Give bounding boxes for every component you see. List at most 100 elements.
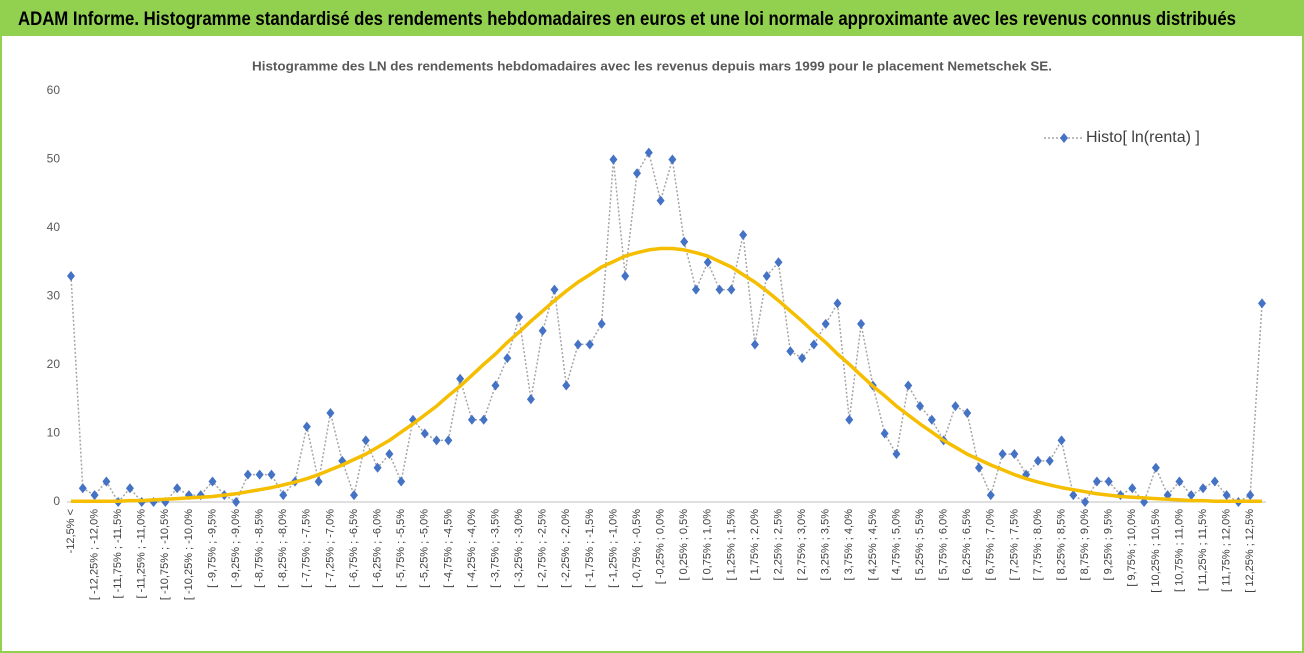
marker [208,476,217,487]
marker [1222,490,1231,501]
marker [786,346,795,357]
y-tick-label: 60 [47,83,61,97]
x-tick-label: [ -9,25% ; -9,0% [230,509,242,588]
marker [526,394,535,405]
x-tick-label: [ -9,75% ; -9,5% [206,509,218,588]
marker [562,380,571,391]
x-tick-label: [ 10,75% ; 11,0% [1173,509,1185,592]
y-tick-label: 20 [47,357,61,371]
marker [857,318,866,329]
x-tick-label: [ 7,25% ; 7,5% [1008,509,1020,581]
marker [633,168,642,179]
marker [762,270,771,281]
x-tick-label: [ -12,25% ; -12,0% [88,509,100,600]
marker [998,449,1007,460]
marker [1092,476,1101,487]
marker [279,490,288,501]
marker [668,154,677,165]
marker [361,435,370,446]
y-tick-label: 30 [47,289,61,303]
y-tick-label: 50 [47,152,61,166]
marker [1258,298,1266,309]
x-tick-label: [ 4,25% ; 4,5% [867,509,879,581]
marker [173,483,182,494]
x-tick-label: [ -2,25% ; -2,0% [560,509,572,588]
marker [255,469,264,480]
marker [326,407,335,418]
x-tick-label: [ 4,75% ; 5,0% [890,509,902,581]
marker [1246,490,1255,501]
x-tick-label: [ -0,75% ; -0,5% [631,509,643,588]
marker [916,401,925,412]
x-tick-label: [ 3,25% ; 3,5% [820,509,832,581]
x-tick-label: [ 7,75% ; 8,0% [1032,509,1044,581]
x-tick-label: [ -11,75% ; -11,5% [112,509,124,599]
legend-label: Histo[ ln(renta) ] [1086,129,1200,146]
marker [550,284,559,295]
marker [574,339,583,350]
marker [491,380,500,391]
marker [432,435,441,446]
marker [656,195,665,206]
marker [444,435,453,446]
marker [232,497,241,507]
marker [243,469,252,480]
marker [1033,455,1042,466]
x-tick-label: [ 1,75% ; 2,0% [749,509,761,581]
marker [1057,435,1066,446]
y-tick-label: 0 [53,494,60,508]
marker [951,401,960,412]
x-tick-label: [ 9,75% ; 10,0% [1126,509,1138,587]
marker [1199,483,1208,494]
x-tick-label: [ 3,75% ; 4,0% [843,509,855,581]
marker [1081,497,1090,507]
x-tick-label: [ -8,75% ; -8,5% [254,509,266,588]
y-tick-label: 10 [47,426,61,440]
x-tick-label: [ -3,25% ; -3,0% [513,509,525,588]
x-tick-label: [ 2,75% ; 3,0% [796,509,808,581]
y-tick-label: 40 [47,220,61,234]
marker [644,147,653,158]
x-tick-label: [ -5,75% ; -5,5% [395,509,407,588]
x-tick-label: [ -7,25% ; -7,0% [324,509,336,588]
marker [503,353,512,364]
x-tick-label: [ 6,75% ; 7,0% [985,509,997,581]
x-tick-label: [ 9,25% ; 9,5% [1103,509,1115,581]
x-tick-label: [ 1,25% ; 1,5% [725,509,737,581]
x-tick-label: [ -1,25% ; -1,0% [607,509,619,588]
marker [420,428,429,439]
marker [703,257,712,268]
x-tick-label: [ -5,25% ; -5,0% [419,509,431,588]
x-tick-label: [ 10,25% ; 10,5% [1150,509,1162,593]
marker [845,414,854,425]
marker [314,476,323,487]
marker [774,257,783,268]
x-tick-label: [ 0,75% ; 1,0% [702,509,714,581]
marker [798,353,807,364]
x-tick-label: [ -4,25% ; -4,0% [466,509,478,588]
marker [809,339,818,350]
marker [67,270,75,281]
marker [302,421,311,432]
marker [1045,455,1054,466]
x-tick-label: [ -4,75% ; -4,5% [442,509,454,588]
marker [892,449,901,460]
marker [585,339,594,350]
marker [1175,476,1184,487]
x-tick-label: [ 11,25% ; 11,5% [1197,509,1209,591]
marker [1210,476,1219,487]
marker [102,476,111,487]
page-title: ADAM Informe. Histogramme standardisé de… [18,9,1236,30]
marker [821,318,830,329]
x-tick-label: [ -10,25% ; -10,0% [183,509,195,600]
marker [515,312,524,323]
marker [927,414,936,425]
x-tick-label: [ 5,75% ; 6,0% [938,509,950,581]
marker [1069,490,1078,501]
marker [1151,462,1160,473]
x-tick-label: [ -8,25% ; -8,0% [277,509,289,588]
marker [974,462,983,473]
chart-title: Histogramme des LN des rendements hebdom… [252,58,1052,73]
x-tick-label: [ -7,75% ; -7,5% [301,509,313,588]
